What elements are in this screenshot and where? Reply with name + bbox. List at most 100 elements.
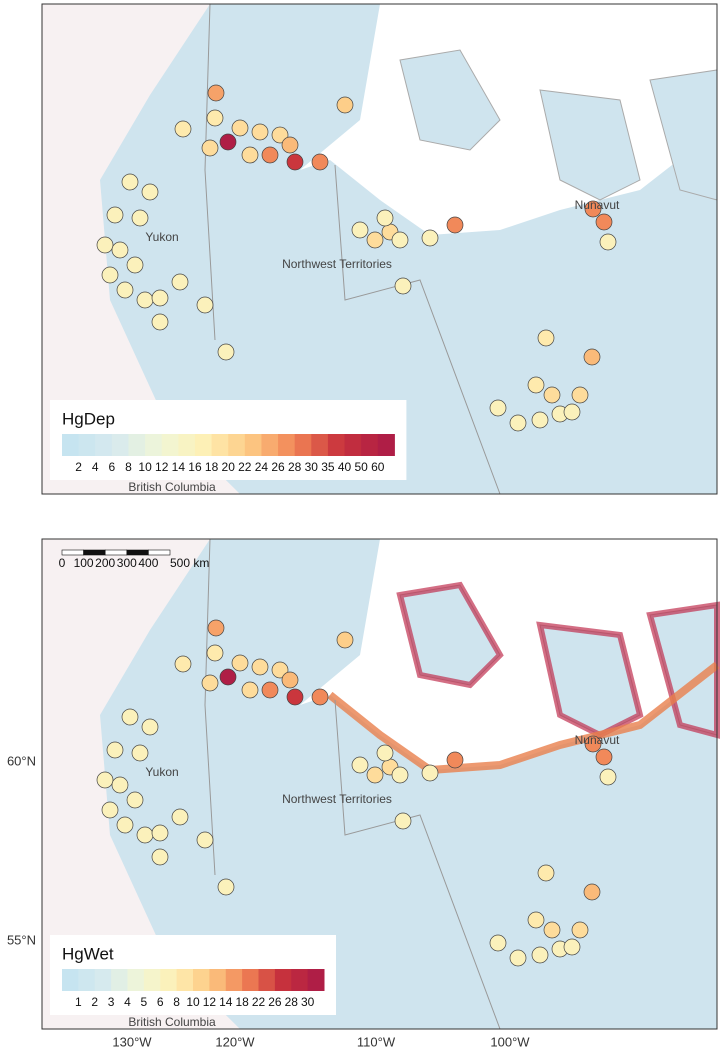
site-point: [174, 655, 192, 673]
legend-swatch: [94, 969, 112, 991]
legend-swatch: [211, 434, 229, 456]
legend-label: 4: [124, 995, 131, 1009]
site-point: [571, 921, 589, 939]
site-point: [286, 153, 304, 171]
site-point: [599, 768, 617, 786]
site-point: [111, 241, 129, 259]
site-point: [571, 386, 589, 404]
legend-swatch: [143, 969, 161, 991]
legend-label: 28: [285, 995, 299, 1009]
legend-label: 4: [92, 460, 99, 474]
site-point: [351, 221, 369, 239]
legend-label: 1: [75, 995, 82, 1009]
legend-swatch: [193, 969, 210, 991]
site-point: [543, 921, 561, 939]
island: [539, 89, 641, 201]
border: [204, 538, 216, 876]
region-label: British Columbia: [128, 480, 216, 494]
site-point: [121, 708, 139, 726]
legend-title: HgDep: [62, 409, 115, 428]
site-point: [311, 688, 329, 706]
coastal-high: [536, 621, 644, 739]
site-point: [201, 674, 219, 692]
legend-label: 2: [91, 995, 98, 1009]
site-point: [311, 153, 329, 171]
region-label: Northwest Territories: [282, 792, 392, 806]
site-point: [136, 826, 154, 844]
neighbor-land: [42, 539, 240, 1029]
region-label: British Columbia: [128, 1015, 216, 1029]
site-point: [286, 688, 304, 706]
neighbor-land: [42, 4, 240, 494]
site-point: [96, 771, 114, 789]
site-point: [111, 776, 129, 794]
legend-label: 30: [301, 995, 315, 1009]
legend-swatch: [242, 969, 259, 991]
site-point: [376, 744, 394, 762]
legend-swatch: [95, 434, 113, 456]
legend-swatch: [261, 434, 279, 456]
legend-label: 18: [235, 995, 249, 1009]
scale-label: 0: [59, 556, 66, 570]
map-panel: Yukon Northwest Territories Nunavut British…: [41, 3, 718, 495]
legend-label: 28: [288, 460, 302, 474]
site-point: [206, 109, 224, 127]
coastal-high: [396, 581, 504, 689]
site-point: [531, 411, 549, 429]
legend-label: 20: [222, 460, 236, 474]
legend-label: 12: [203, 995, 217, 1009]
legend-label: 3: [108, 995, 115, 1009]
site-point: [219, 668, 237, 686]
site-point: [131, 744, 149, 762]
legend-label: 10: [138, 460, 152, 474]
legend-label: 8: [125, 460, 132, 474]
island: [399, 49, 501, 151]
site-point: [251, 658, 269, 676]
site-point: [231, 119, 249, 137]
site-point: [583, 883, 601, 901]
site-point: [563, 403, 581, 421]
legend-label: 40: [338, 460, 352, 474]
site-point: [196, 831, 214, 849]
region-label: Northwest Territories: [282, 257, 392, 271]
legend-label: 30: [305, 460, 319, 474]
legend-label: 26: [268, 995, 282, 1009]
scale-segment: [83, 549, 106, 556]
scale-label: 400: [138, 556, 158, 570]
panel-frame: [41, 3, 718, 495]
map-panel: Yukon Northwest Territories Nunavut British…: [41, 538, 720, 1030]
site-point: [446, 751, 464, 769]
site-point: [394, 812, 412, 830]
x-tick-label: 100°W: [490, 1034, 530, 1049]
site-point: [489, 399, 507, 417]
region-label: Yukon: [145, 765, 178, 779]
site-point: [336, 96, 354, 114]
legend-label: 22: [238, 460, 252, 474]
legend-swatch: [274, 969, 292, 991]
site-point: [171, 273, 189, 291]
legend-swatch: [78, 434, 96, 456]
site-point: [421, 229, 439, 247]
legend-swatch: [294, 434, 312, 456]
site-point: [537, 864, 555, 882]
scale-segment: [104, 549, 128, 556]
site-point: [219, 133, 237, 151]
legend-label: 14: [172, 460, 186, 474]
site-point: [584, 200, 602, 218]
site-point: [563, 938, 581, 956]
site-point: [537, 329, 555, 347]
legend-swatch: [161, 434, 179, 456]
site-point: [106, 206, 124, 224]
site-point: [121, 173, 139, 191]
legend-label: 18: [205, 460, 219, 474]
scale-label: 500 km: [170, 556, 209, 570]
site-point: [106, 741, 124, 759]
site-point: [595, 748, 613, 766]
site-point: [543, 386, 561, 404]
site-point: [489, 934, 507, 952]
legend-title: HgWet: [62, 944, 114, 963]
legend-label: 6: [109, 460, 116, 474]
site-point: [261, 146, 279, 164]
legend-swatch: [194, 434, 213, 456]
